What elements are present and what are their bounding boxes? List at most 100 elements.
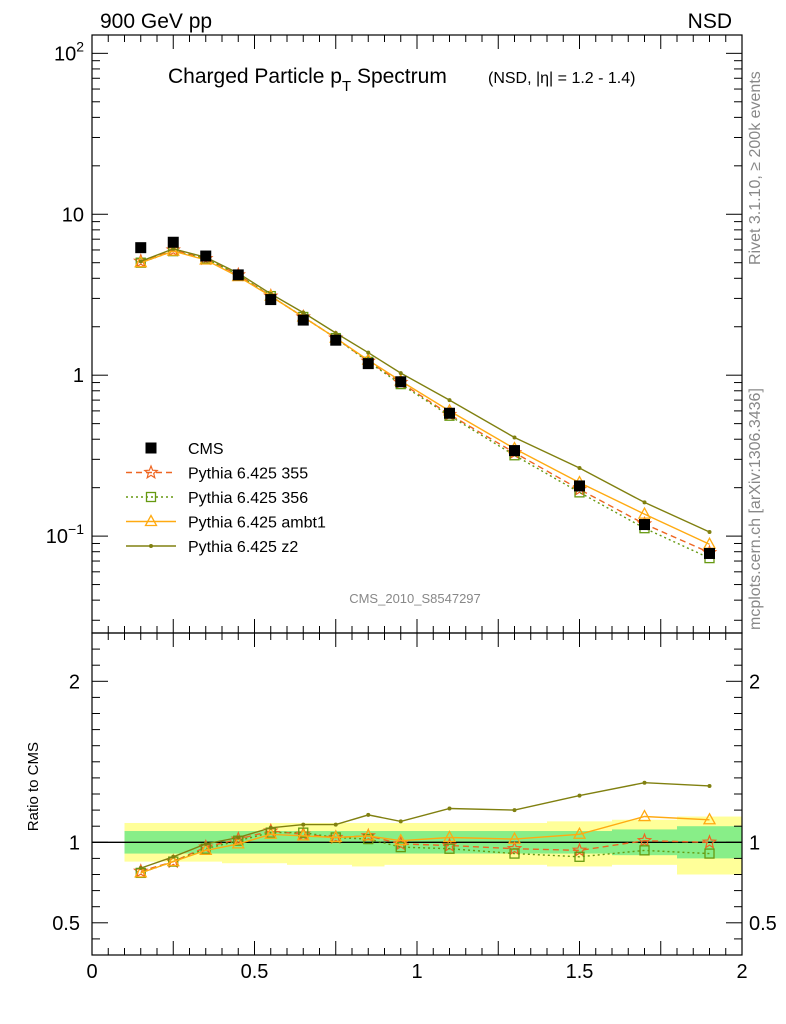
- ratio-data-point: [199, 843, 213, 855]
- ratio-data-point: [231, 836, 245, 849]
- legend-label: CMS: [188, 441, 224, 458]
- ratio-data-point: [702, 812, 717, 825]
- ratio-data-point: [296, 828, 310, 841]
- legend-label: Pythia 6.425 z2: [188, 539, 298, 556]
- ratio-data-point: [572, 826, 587, 839]
- top-data-point: [138, 259, 143, 264]
- top-data-point: [366, 350, 371, 355]
- ratio-plot-frame: [91, 632, 743, 956]
- ratio-data-point: [360, 827, 376, 843]
- ratio-data-point: [447, 806, 452, 811]
- ratio-data-point: [637, 809, 652, 822]
- x-tick-label: 0: [86, 961, 97, 983]
- ratio-data-point: [571, 842, 588, 857]
- top-data-point: [171, 246, 176, 251]
- top-y-tick-label: 10−1: [46, 521, 84, 548]
- top-data-point: [574, 480, 585, 492]
- ratio-y-tick-label: 1: [69, 832, 80, 854]
- top-data-point: [135, 242, 147, 254]
- legend-marker: [143, 464, 159, 480]
- ratio-data-point: [512, 808, 517, 813]
- top-data-point: [509, 445, 520, 457]
- ratio-data-point: [577, 793, 582, 798]
- title-subscript: T: [342, 78, 351, 95]
- top-data-point: [398, 371, 403, 376]
- ratio-data-point: [574, 851, 585, 862]
- top-series-cms: [135, 236, 715, 559]
- ratio-data-point: [506, 840, 523, 856]
- ratio-data-point: [509, 848, 520, 859]
- legend-marker: [145, 491, 157, 503]
- rivet-version-label: Rivet 3.1.10, ≥ 200k events: [747, 71, 764, 265]
- ratio-y-tick-label-right: 0.5: [749, 913, 777, 935]
- legend-label: Pythia 6.425 356: [188, 490, 308, 507]
- x-tick-label: 2: [736, 961, 747, 983]
- ratio-data-point: [395, 841, 406, 853]
- ratio-data-point: [366, 812, 371, 817]
- process-label: NSD: [688, 10, 732, 33]
- ratio-series-line: [140, 781, 710, 869]
- ratio-data-point: [298, 827, 309, 838]
- legend-marker: [144, 514, 158, 527]
- x-tick-label: 1: [411, 961, 422, 983]
- title-main-rest: Spectrum: [351, 65, 447, 88]
- ratio-series-line: [140, 831, 710, 874]
- top-data-point: [134, 255, 148, 268]
- top-data-point: [447, 398, 452, 403]
- ratio-data-point: [134, 865, 148, 878]
- top-series-line: [140, 249, 710, 554]
- top-data-point: [200, 250, 212, 262]
- ratio-data-point: [704, 848, 715, 859]
- ratio-data-point: [701, 834, 718, 849]
- top-data-point: [167, 236, 179, 248]
- ratio-y-axis-label: Ratio to CMS: [25, 742, 42, 831]
- x-tick-label: 0.5: [241, 961, 269, 983]
- top-data-point: [707, 530, 712, 535]
- ratio-y-tick-label-right: 2: [749, 671, 760, 693]
- top-plot: 102 10 1 10−1: [46, 34, 743, 634]
- legend-label: Pythia 6.425 ambt1: [188, 515, 326, 532]
- ratio-series-line: [140, 815, 710, 874]
- ratio-data-point: [236, 835, 241, 840]
- top-data-point: [297, 314, 309, 326]
- chart-title: Charged Particle pT Spectrum (NSD, |η| =…: [168, 65, 635, 95]
- ratio-data-point: [642, 780, 647, 785]
- ratio-data-point: [707, 783, 712, 788]
- top-data-point: [637, 506, 652, 519]
- ratio-series-pythia-6-425-z2: [138, 780, 712, 871]
- top-data-point: [330, 334, 342, 346]
- top-series-pythia-6-425-355: [133, 241, 718, 560]
- legend: CMS Pythia 6.425 355 Pythia 6.425 356 Pythi…: [126, 441, 326, 556]
- ratio-data-point: [301, 822, 306, 827]
- ratio-data-point: [639, 845, 650, 856]
- energy-label: 900 GeV pp: [100, 10, 212, 33]
- x-tick-label: 1.5: [566, 961, 594, 983]
- top-data-point: [395, 376, 407, 388]
- ratio-data-point: [171, 854, 176, 859]
- title-extra: (NSD, |η| = 1.2 - 1.4): [488, 70, 635, 87]
- ratio-data-point: [268, 825, 273, 830]
- ratio-data-point: [442, 830, 457, 843]
- ratio-data-point: [329, 830, 343, 843]
- ratio-data-point: [203, 841, 208, 846]
- top-y-tick-label: 1: [73, 365, 84, 387]
- ratio-data-point: [394, 833, 408, 846]
- top-data-point: [704, 547, 715, 559]
- ratio-data-point: [398, 819, 403, 824]
- top-data-point: [333, 330, 338, 335]
- top-data-point: [639, 519, 650, 531]
- source-label: mcplots.cern.ch [arXiv:1306.3436]: [747, 388, 764, 630]
- ratio-data-point: [507, 831, 522, 844]
- top-data-point: [444, 407, 455, 419]
- top-data-point: [232, 269, 244, 281]
- top-data-point: [362, 358, 374, 370]
- ratio-y-tick-label-right: 1: [749, 832, 760, 854]
- ratio-data-point: [444, 843, 455, 854]
- top-data-point: [265, 294, 277, 306]
- ratio-data-point: [166, 854, 180, 867]
- ratio-y-tick-label: 2: [69, 671, 80, 693]
- title-main: Charged Particle p: [168, 65, 342, 88]
- top-data-point: [642, 500, 647, 505]
- svg-text:Charged Particle pT Spectrum: Charged Particle pT Spectrum: [168, 65, 447, 95]
